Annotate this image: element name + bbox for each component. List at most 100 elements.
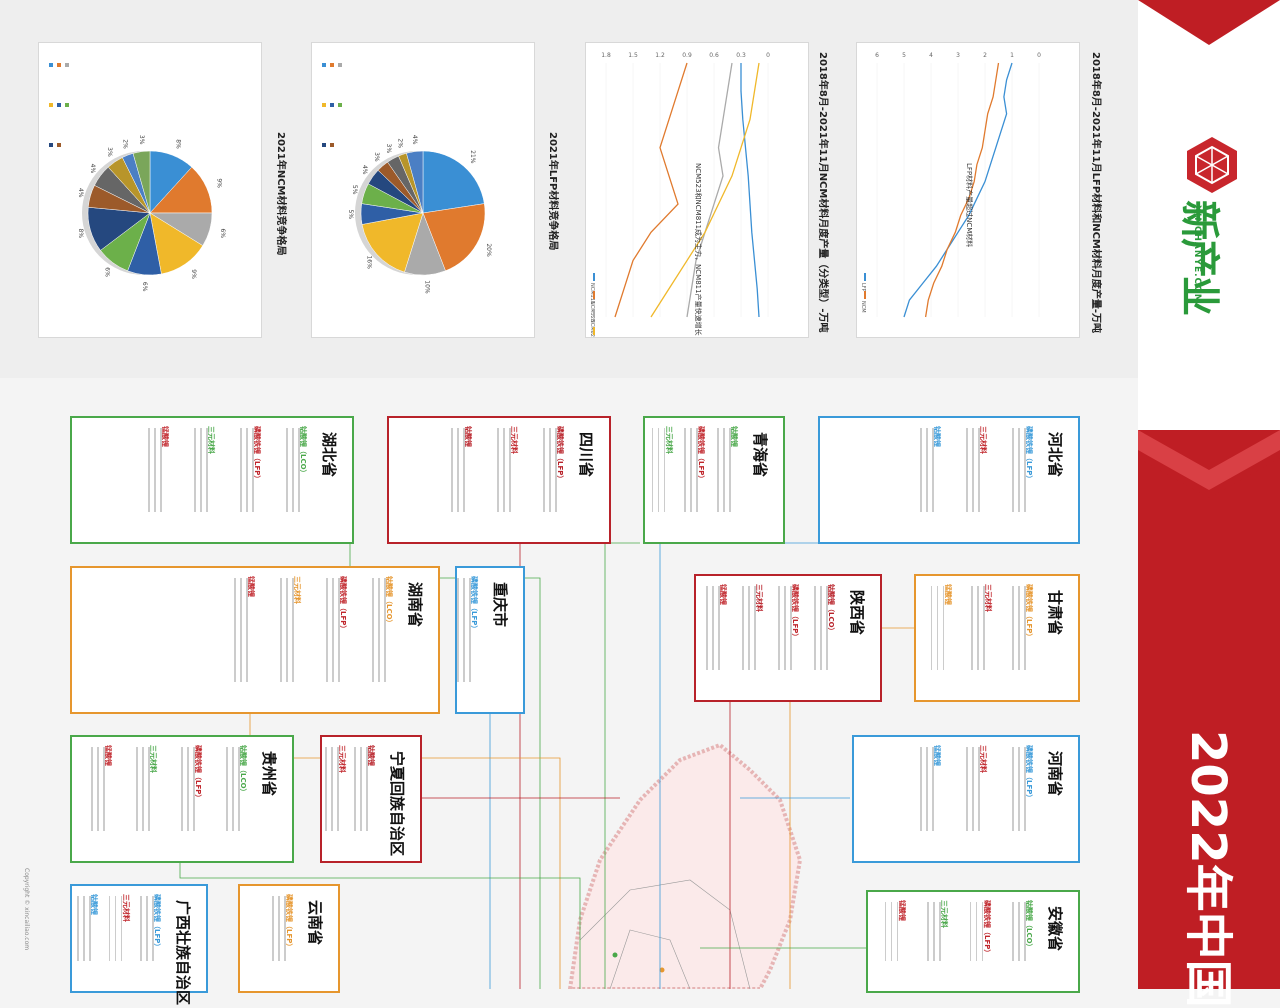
company-line-placeholder <box>896 902 898 961</box>
ncm-type-chart-title: 2018年8月-2021年11月NCM材料月度产量（分类型）-万吨 <box>817 52 828 333</box>
company-line-placeholder <box>181 747 183 831</box>
company-line-placeholder <box>1012 902 1014 961</box>
province-box: 广西壮族自治区 磷酸铁锂（LFP） 三元材料 钴酸锂 <box>70 884 208 1005</box>
company-line-placeholder <box>83 896 85 961</box>
company-line-placeholder <box>509 428 511 512</box>
legend-swatch <box>338 63 342 67</box>
company-line-placeholder <box>1012 428 1014 512</box>
province-box: 河南省 磷酸铁锂（LFP） 三元材料 锰酸锂 <box>852 735 1080 863</box>
province-box: 陕西省 钴酸锂（LCO） 磷酸铁锂（LFP） 三元材料 锰酸锂 <box>694 574 882 702</box>
company-line-placeholder <box>332 578 334 682</box>
company-line-placeholder <box>325 747 327 831</box>
material-category: 三元材料 <box>979 745 987 773</box>
y-tick-label: 0.9 <box>682 52 692 59</box>
company-line-placeholder <box>1018 428 1020 512</box>
legend-swatch <box>49 63 53 67</box>
company-line-placeholder <box>226 747 228 831</box>
pie-label: 4% <box>361 165 368 175</box>
material-category: 三元材料 <box>940 900 948 928</box>
legend-entry: NCM523 <box>589 301 595 322</box>
province-box: 云南省 磷酸铁锂（LFP） <box>238 884 340 993</box>
y-tick-label: 1.2 <box>655 52 665 59</box>
company-line-placeholder <box>972 428 974 512</box>
legend-swatch <box>49 143 53 147</box>
material-category: 三元材料 <box>979 426 987 454</box>
company-line-placeholder <box>240 428 242 512</box>
material-category: 磷酸铁锂（LFP） <box>285 894 293 951</box>
pie-slice <box>422 203 486 272</box>
legend-swatch <box>322 63 326 67</box>
copyright-text: Copyright © xincailiao.com <box>23 868 30 951</box>
company-line-placeholder <box>651 428 654 512</box>
company-line-placeholder <box>690 428 692 512</box>
company-line-placeholder <box>338 578 340 682</box>
company-line-placeholder <box>457 578 459 682</box>
legend-swatch <box>330 103 334 107</box>
legend-swatch <box>65 63 69 67</box>
company-line-placeholder <box>927 902 929 961</box>
company-line-placeholder <box>142 747 144 831</box>
company-line-placeholder <box>187 747 189 831</box>
pie-label: 3% <box>385 144 392 154</box>
company-line-placeholder <box>451 428 453 512</box>
pie-label: 6% <box>103 267 110 277</box>
company-line-placeholder <box>754 586 756 670</box>
company-line-placeholder <box>1024 902 1026 961</box>
company-line-placeholder <box>712 586 714 670</box>
pie-label: 9% <box>190 269 197 279</box>
material-category: 钴酸锂 <box>90 894 99 915</box>
legend-swatch <box>330 63 334 67</box>
legend-swatch <box>57 143 61 147</box>
company-line-placeholder <box>748 586 750 670</box>
province-box: 贵州省 钴酸锂（LCO） 磷酸铁锂（LFP） 三元材料 锰酸锂 <box>70 735 294 863</box>
province-box: 安徽省 钴酸锂（LCO） 磷酸铁锂（LFP） 三元材料 锰酸锂 <box>866 890 1080 993</box>
company-line-placeholder <box>933 902 935 961</box>
company-line-placeholder <box>884 902 886 961</box>
province-name: 四川省 <box>577 432 595 478</box>
y-tick-label: 1 <box>1010 52 1014 59</box>
legend-swatch <box>338 103 342 107</box>
legend-swatch <box>49 103 53 107</box>
company-line-placeholder <box>1024 747 1026 831</box>
company-line-placeholder <box>234 578 236 682</box>
pie-label: 5% <box>347 209 354 219</box>
company-line-placeholder <box>936 586 939 670</box>
ncm-type-line-chart-panel: 0 0.3 0.6 0.9 1.2 1.5 1.8 NCM523和NCM811成为主力，NCM… <box>585 42 809 358</box>
material-category: 钴酸锂（LCO） <box>385 576 393 627</box>
company-line-placeholder <box>278 896 280 961</box>
material-category: 钴酸锂（LCO） <box>299 426 307 477</box>
material-category: 三元材料 <box>664 426 673 454</box>
pie-label: 10% <box>423 280 430 294</box>
pie-label: 21% <box>469 150 476 164</box>
company-line-placeholder <box>200 428 202 512</box>
company-line-placeholder <box>820 586 822 670</box>
pie-label: 6% <box>219 228 226 238</box>
legend-entry: NCM111 <box>589 283 595 304</box>
company-line-placeholder <box>384 578 386 682</box>
company-line-placeholder <box>969 902 971 961</box>
material-category: 磷酸铁锂（LFP） <box>1025 426 1033 483</box>
pie-label: 5% <box>351 185 358 195</box>
ncm-comp-title: 2021年NCM材料竞争格局 <box>275 132 286 256</box>
series-line-NCM <box>924 62 1000 318</box>
pie-label: 8% <box>175 139 182 149</box>
province-box: 湖北省 钴酸锂（LCO） 磷酸铁锂（LFP） 三元材料 锰酸锂 <box>70 416 354 544</box>
company-line-placeholder <box>240 578 242 682</box>
material-category: 钴酸锂（LCO） <box>239 745 247 796</box>
pie-label: 16% <box>366 255 373 269</box>
province-name: 重庆市 <box>491 582 509 628</box>
company-line-placeholder <box>284 896 286 961</box>
company-line-placeholder <box>983 586 985 670</box>
company-line-placeholder <box>463 578 465 682</box>
province-box: 青海省 钴酸锂 磷酸铁锂（LFP） 三元材料 <box>643 416 785 544</box>
material-category: 锰酸锂 <box>247 576 255 597</box>
series-line-NCM523 <box>614 62 688 318</box>
company-line-placeholder <box>718 586 720 670</box>
company-line-placeholder <box>286 578 288 682</box>
material-category: 磷酸铁锂（LFP） <box>556 426 564 483</box>
material-category: 钴酸锂 <box>730 426 738 447</box>
company-line-placeholder <box>981 902 983 961</box>
company-line-placeholder <box>814 586 816 670</box>
company-line-placeholder <box>366 747 368 831</box>
company-line-placeholder <box>252 428 254 512</box>
